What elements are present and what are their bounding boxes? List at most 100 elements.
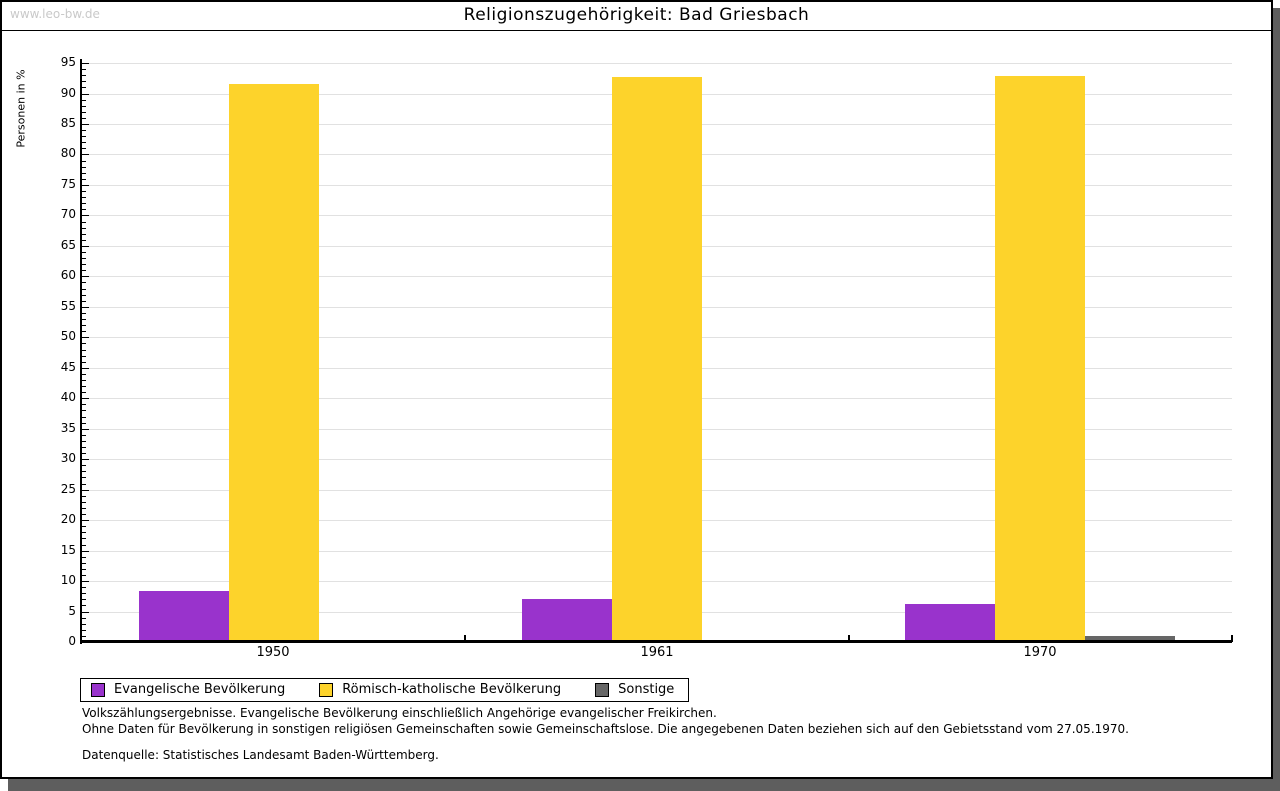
y-tick-minor <box>82 99 86 101</box>
y-tick-label: 20 <box>60 512 76 527</box>
y-tick-major <box>82 581 89 583</box>
y-tick-minor <box>82 258 86 259</box>
y-tick-minor <box>82 629 86 631</box>
y-tick-major <box>82 215 89 217</box>
y-tick-minor <box>82 599 86 601</box>
y-tick-minor <box>82 575 86 576</box>
gridline <box>82 63 1232 64</box>
bar-1961-series1 <box>612 77 702 642</box>
y-tick-minor <box>82 160 86 162</box>
y-tick-minor <box>82 300 86 302</box>
y-axis-line <box>80 59 82 644</box>
x-separator-tick <box>1231 635 1233 642</box>
legend-swatch-katholisch <box>319 682 334 697</box>
y-tick-minor <box>82 526 86 528</box>
legend-label-sonstige: Sonstige <box>618 682 675 697</box>
y-tick-minor <box>82 447 86 448</box>
y-tick-major <box>82 276 89 278</box>
x-separator-tick <box>464 635 467 642</box>
y-tick-minor <box>82 282 86 284</box>
y-tick-label: 35 <box>60 420 76 435</box>
y-axis-title: Personen in % <box>14 69 28 148</box>
y-tick-minor <box>82 239 86 241</box>
legend-item-sonstige: Sonstige <box>595 682 674 697</box>
y-tick-label: 55 <box>60 298 76 313</box>
data-source-line: Datenquelle: Statistisches Landesamt Bad… <box>82 748 439 762</box>
y-tick-major <box>82 245 89 247</box>
legend-swatch-sonstige <box>595 682 610 697</box>
y-tick-minor <box>82 477 86 479</box>
y-tick-minor <box>82 617 86 619</box>
legend-item-katholisch: Römisch-katholische Bevölkerung <box>319 682 561 697</box>
y-tick-minor <box>82 379 86 381</box>
y-tick-minor <box>82 593 86 595</box>
y-tick-minor <box>82 355 86 357</box>
bar-1970-series1 <box>995 75 1086 642</box>
y-tick-major <box>82 154 89 156</box>
y-tick-minor <box>82 507 86 509</box>
y-tick-label: 75 <box>60 176 76 191</box>
bar-1950-series0 <box>138 591 229 642</box>
y-tick-minor <box>82 453 86 455</box>
y-tick-label: 80 <box>60 146 76 161</box>
y-tick-minor <box>82 465 86 467</box>
y-tick-minor <box>82 325 86 327</box>
y-tick-minor <box>82 538 86 540</box>
y-tick-minor <box>82 209 86 211</box>
y-tick-major <box>82 489 89 491</box>
y-tick-major <box>82 337 89 339</box>
footnote-line-1: Volkszählungsergebnisse. Evangelische Be… <box>82 706 717 720</box>
y-tick-minor <box>82 483 86 485</box>
y-tick-label: 50 <box>60 329 76 344</box>
y-tick-minor <box>82 117 86 119</box>
y-tick-minor <box>82 221 86 223</box>
legend-swatch-evangelisch <box>91 682 105 697</box>
y-tick-minor <box>82 501 86 503</box>
y-tick-minor <box>82 373 86 375</box>
y-tick-minor <box>82 361 86 363</box>
x-category-1961: 1961 <box>640 645 674 660</box>
legend-item-evangelisch: Evangelische Bevölkerung <box>91 682 285 697</box>
y-tick-minor <box>82 130 86 131</box>
bar-1950-series1 <box>228 83 319 642</box>
y-tick-minor <box>82 386 86 387</box>
y-tick-minor <box>82 105 86 107</box>
y-tick-minor <box>82 495 86 497</box>
x-category-1950: 1950 <box>256 645 290 660</box>
y-tick-minor <box>82 440 86 442</box>
y-tick-minor <box>82 422 86 424</box>
y-tick-minor <box>82 514 86 515</box>
y-tick-minor <box>82 251 86 253</box>
y-tick-minor <box>82 404 86 406</box>
x-category-1970: 1970 <box>1023 645 1057 660</box>
y-tick-label: 40 <box>60 390 76 405</box>
y-tick-label: 5 <box>68 603 76 618</box>
y-tick-major <box>82 123 89 125</box>
legend-label-evangelisch: Evangelische Bevölkerung <box>114 682 286 697</box>
chart-card: www.leo-bw.de Religionszugehörigkeit: Ba… <box>0 0 1273 779</box>
bar-1970-series2 <box>1085 635 1176 642</box>
y-tick-minor <box>82 392 86 394</box>
y-tick-minor <box>82 623 86 625</box>
y-tick-label: 65 <box>60 237 76 252</box>
y-tick-minor <box>82 148 86 150</box>
y-tick-label: 10 <box>60 573 76 588</box>
y-tick-label: 25 <box>60 481 76 496</box>
y-tick-major <box>82 367 89 369</box>
y-tick-minor <box>82 635 86 637</box>
y-tick-minor <box>82 294 86 296</box>
y-tick-minor <box>82 587 86 589</box>
y-tick-minor <box>82 191 86 192</box>
y-tick-major <box>82 398 89 400</box>
x-axis-line <box>80 640 1232 643</box>
y-tick-minor <box>82 197 86 199</box>
y-tick-minor <box>82 312 86 314</box>
y-tick-minor <box>82 75 86 77</box>
y-tick-major <box>82 184 89 186</box>
header-divider <box>2 30 1271 31</box>
y-tick-minor <box>82 227 86 229</box>
y-tick-minor <box>82 556 86 558</box>
y-tick-minor <box>82 203 86 205</box>
y-tick-minor <box>82 568 86 570</box>
